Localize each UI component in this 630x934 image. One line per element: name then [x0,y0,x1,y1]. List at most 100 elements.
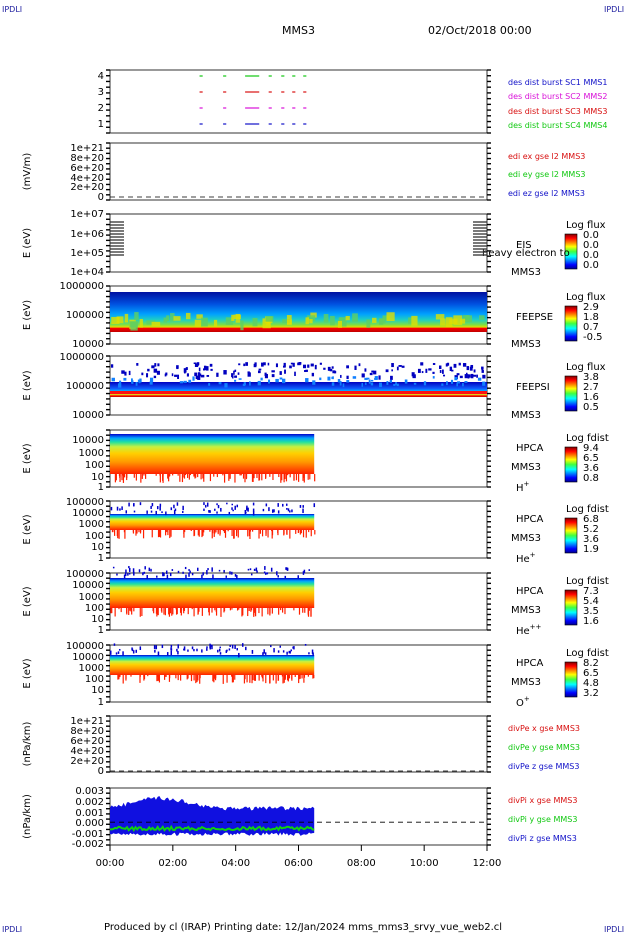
y-tick-label: 6e+20 [70,163,104,174]
hpca-speck [234,645,236,649]
hpca-speck [135,649,138,653]
feepsi-speck [423,381,427,386]
hpca-fringe [177,474,179,476]
y-tick-label: 6e+20 [70,736,104,747]
hpca-fringe [254,608,256,612]
hpca-fringe [181,474,184,483]
hpca-fringe [164,675,166,680]
colorbar-title: Log flux [566,292,606,303]
y-tick-label: 8e+20 [70,153,104,164]
panel-p1: 4 3 2 1 des dist burst SC1 MMS1 des dist burs… [98,69,607,134]
feepsi-speck [312,380,316,385]
hpca-fringe [231,608,233,610]
feepsi-speck [233,370,235,375]
hpca-speck [161,644,164,649]
hpca-fringe [193,608,195,617]
hpca-speck [161,511,163,514]
hpca-speck [262,652,264,656]
feepsi-speck [247,371,250,374]
hpca-speck [157,651,160,656]
hpca-fringe [139,675,141,677]
hpca-fringe [235,530,238,533]
hpca-fringe [249,530,251,539]
hpca-fringe [289,474,291,478]
instrument-label: HPCA [516,514,544,525]
hpca-fringe [199,675,201,679]
hpca-speck [304,643,307,646]
feepsi-speck [257,380,261,386]
hpca-fringe [220,608,222,617]
feepsi-speck [231,373,234,378]
feepsi-speck [319,377,322,381]
hpca-fringe [283,675,285,683]
hpca-speck [231,507,233,510]
hpca-fringe [183,530,185,538]
hpca-fringe [242,608,244,616]
feepse-patch [225,317,234,325]
hpca-speck [119,508,121,511]
feepsi-speck [425,368,428,373]
feepsi-speck [238,378,242,380]
feepsi-speck [331,376,334,380]
hpca-fringe [128,608,130,615]
feepsi-speck [432,376,435,379]
feepsi-speck [396,383,399,387]
feepsi-speck [110,364,114,368]
hpca-speck [277,503,279,507]
hpca-speck [223,569,225,573]
feepsi-speck [385,369,389,373]
feepsi-speck [398,365,402,367]
hpca-fringe [213,474,215,477]
hpca-speck [177,644,179,649]
feepse-patch [305,317,310,325]
hpca-fringe [141,474,143,479]
hpca-fringe [236,530,238,537]
feepse-patch [378,318,386,324]
y-tick-label: 100 [85,531,104,542]
colorbar-tick: 1.8 [583,312,599,323]
legend-entry: divPi x gse MMS3 [508,796,577,805]
hpca-fringe [226,675,228,683]
feepse-patch [240,320,244,331]
feepse-patch [330,315,335,326]
hpca-speck [206,570,208,575]
hpca-fringe [282,608,284,613]
colorbar-tick: 2.7 [583,382,599,393]
hpca-fringe [247,530,249,537]
y-tick-label: 10 [91,472,104,483]
colorbar-title: Log fdist [566,504,609,515]
y-tick-label: 100 [85,460,104,471]
hpca-speck [209,643,211,649]
colorbar-tick: 8.2 [583,658,599,669]
hpca-fringe [302,474,304,481]
feepsi-speck [271,374,275,378]
hpca-speck [234,505,236,510]
feepsi-speck [319,362,322,365]
feepsi-speck [149,377,154,382]
hpca-fringe [250,608,253,611]
hpca-speck [282,650,285,653]
hpca-fringe [278,608,280,615]
hpca-fringe [196,675,198,683]
hpca-fringe [283,474,285,483]
hpca-fringe [125,675,127,679]
hpca-speck [229,571,231,575]
hpca-fringe [247,608,249,617]
hpca-fringe [250,608,252,612]
y-tick-label: 1000 [79,448,104,459]
feepsi-speck [446,381,448,386]
divpi-z-series [110,796,315,836]
hpca-fringe [314,530,316,535]
corner-label-br: IPDLI [604,925,624,934]
hpca-fringe [140,474,142,483]
feepsi-speck [157,363,160,367]
hpca-speck [133,510,136,513]
hpca-speck [311,649,314,654]
hpca-spectrogram [110,655,315,675]
hpca-fringe [165,675,167,677]
hpca-speck [159,506,161,511]
feepsi-speck [482,374,486,379]
hpca-fringe [158,530,161,537]
hpca-speck [277,510,280,514]
